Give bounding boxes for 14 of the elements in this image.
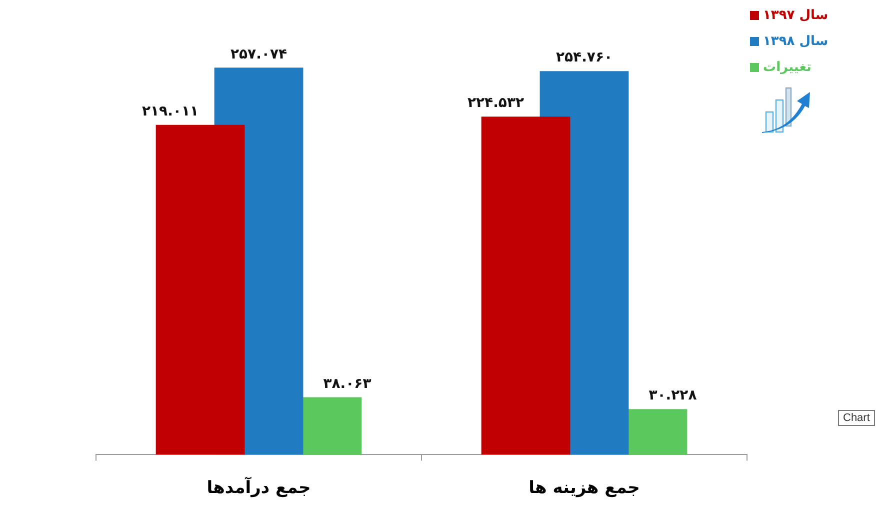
legend-label: سال ۱۳۹۷ bbox=[763, 8, 828, 22]
data-label: ۲۲۴.۵۳۲ bbox=[467, 95, 525, 112]
data-label: ۲۱۹.۰۱۱ bbox=[142, 104, 199, 120]
text: Chart bbox=[838, 410, 875, 426]
x-tick-label: جمع درآمدها bbox=[206, 476, 311, 498]
data-label: ۲۵۴.۷۶۰ bbox=[556, 50, 613, 66]
bar bbox=[481, 116, 570, 455]
bar bbox=[156, 124, 245, 455]
x-tick-label: جمع هزینه ها bbox=[528, 478, 640, 498]
data-label: ۳۸.۰۶۳ bbox=[323, 376, 372, 392]
legend-label: سال ۱۳۹۸ bbox=[763, 34, 828, 48]
data-label: ۲۵۷.۰۷۴ bbox=[230, 46, 288, 62]
data-label: ۳۰.۲۲۸ bbox=[648, 388, 698, 404]
legend-label: تغییرات bbox=[763, 60, 812, 74]
